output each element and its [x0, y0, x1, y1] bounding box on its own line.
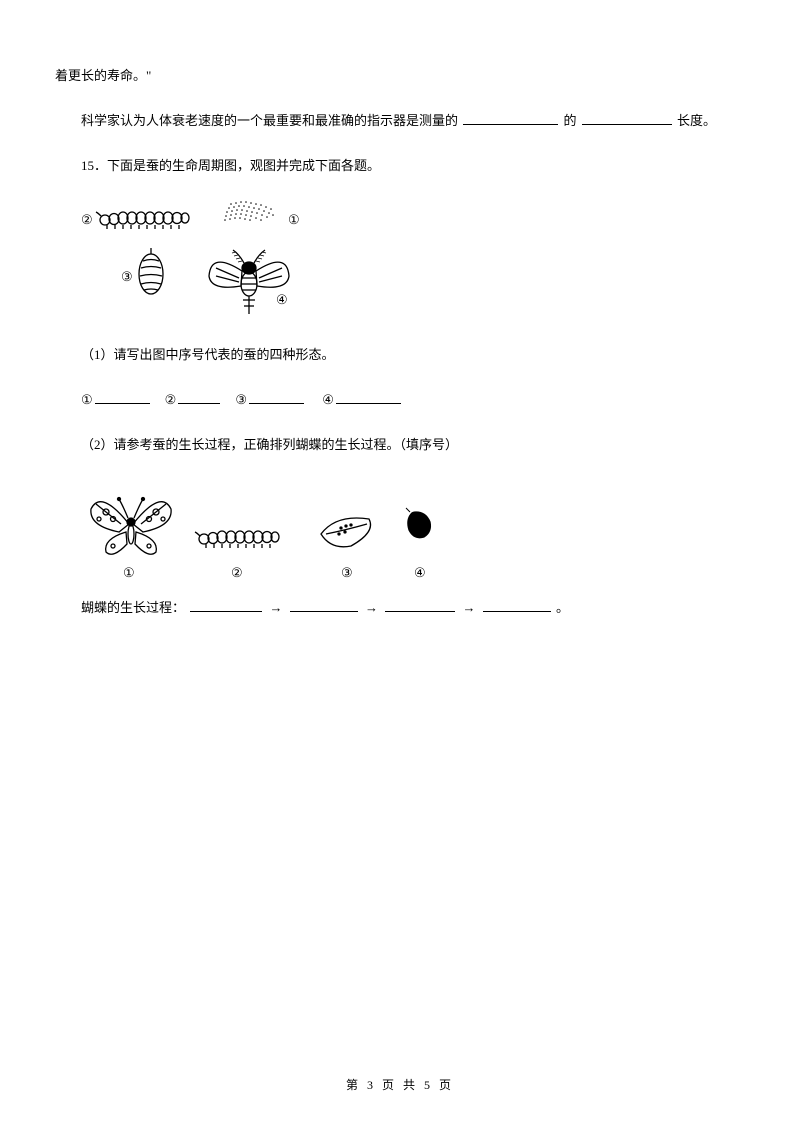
silkworm-svg: ② ① — [81, 196, 326, 331]
seq-period: 。 — [556, 600, 569, 615]
continuation-text: 着更长的寿命。" — [55, 60, 745, 91]
q15-1-blanks: ① ② ③ ④ — [81, 384, 745, 415]
page-footer: 第 3 页 共 5 页 — [0, 1071, 800, 1100]
text-fragment: 着更长的寿命。" — [55, 68, 151, 83]
label-3: ③ — [235, 392, 247, 407]
arrow-2: → — [365, 600, 378, 615]
blank-c2 — [178, 387, 220, 404]
fill-blank-sentence: 科学家认为人体衰老速度的一个最重要和最准确的指示器是测量的 的 长度。 — [55, 105, 745, 136]
seq-blank-1 — [190, 595, 262, 612]
page-number: 第 3 页 共 5 页 — [346, 1078, 454, 1092]
q15-part1: （1）请写出图中序号代表的蚕的四种形态。 — [55, 339, 745, 370]
text-c: 长度。 — [677, 113, 716, 128]
svg-text:④: ④ — [276, 292, 288, 307]
svg-text:③: ③ — [121, 269, 133, 284]
blank-c1 — [95, 387, 150, 404]
q15-sequence: 蝴蝶的生长过程： → → → 。 — [55, 592, 745, 623]
seq-blank-3 — [385, 595, 455, 612]
svg-text:①: ① — [123, 565, 135, 580]
svg-text:②: ② — [231, 565, 243, 580]
svg-text:③: ③ — [341, 565, 353, 580]
svg-text:①: ① — [288, 212, 300, 227]
text-b: 的 — [564, 113, 577, 128]
arrow-3: → — [463, 600, 476, 615]
silkworm-lifecycle-figure: ② ① — [81, 196, 745, 331]
blank-1 — [463, 108, 558, 125]
blank-c4 — [336, 387, 401, 404]
seq-blank-4 — [483, 595, 551, 612]
butterfly-lifecycle-figure: ① ② ③ — [81, 474, 745, 584]
blank-2 — [582, 108, 672, 125]
q15-text: 15．下面是蚕的生命周期图，观图并完成下面各题。 — [81, 158, 380, 173]
seq-label: 蝴蝶的生长过程： — [81, 600, 185, 615]
blank-c3 — [249, 387, 304, 404]
svg-text:④: ④ — [414, 565, 426, 580]
text-a: 科学家认为人体衰老速度的一个最重要和最准确的指示器是测量的 — [81, 113, 458, 128]
label-1: ① — [81, 392, 93, 407]
q15-part2: （2）请参考蚕的生长过程，正确排列蝴蝶的生长过程。（填序号） — [55, 429, 745, 460]
label-4: ④ — [322, 392, 334, 407]
label-2: ② — [165, 392, 177, 407]
svg-text:②: ② — [81, 212, 93, 227]
seq-blank-2 — [290, 595, 358, 612]
arrow-1: → — [270, 600, 283, 615]
question-15-intro: 15．下面是蚕的生命周期图，观图并完成下面各题。 — [55, 150, 745, 181]
butterfly-svg: ① ② ③ — [81, 474, 451, 584]
q15-1-text: （1）请写出图中序号代表的蚕的四种形态。 — [81, 347, 335, 362]
q15-2-text: （2）请参考蚕的生长过程，正确排列蝴蝶的生长过程。（填序号） — [81, 437, 458, 452]
